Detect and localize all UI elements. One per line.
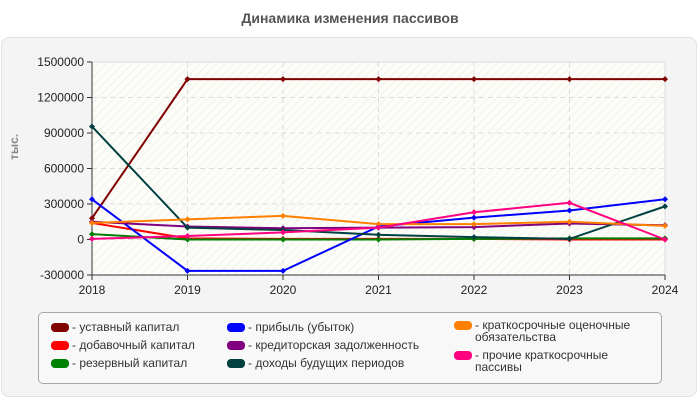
data-point-marker[interactable] [184, 236, 191, 243]
y-tick-label: 1200000 [37, 91, 84, 105]
chart-title: Динамика изменения пассивов [241, 10, 459, 26]
y-tick-label: 300000 [44, 197, 84, 211]
series-line[interactable] [89, 199, 668, 243]
data-point-marker[interactable] [566, 76, 573, 83]
legend-swatch [51, 359, 69, 368]
data-point-marker[interactable] [566, 207, 573, 214]
x-tick-label: 2023 [556, 283, 583, 297]
legend-item-profit-loss[interactable]: - прибыль (убыток) [227, 321, 354, 333]
y-axis-label: тыс. [7, 133, 21, 160]
legend-item-reserve-capital[interactable]: - резервный капитал [51, 357, 187, 369]
y-tick-label: 0 [77, 233, 84, 247]
x-tick-label: 2019 [174, 283, 201, 297]
data-point-marker[interactable] [662, 222, 668, 229]
data-point-marker[interactable] [89, 231, 95, 238]
legend-item-estimated-liabilities[interactable]: - краткосрочные оценочные обязательства [454, 319, 630, 343]
data-point-marker[interactable] [184, 224, 191, 231]
legend: - уставный капитал - добавочный капитал … [38, 312, 662, 384]
legend-item-authorized-capital[interactable]: - уставный капитал [51, 321, 179, 333]
series-line[interactable] [89, 123, 668, 242]
data-point-marker[interactable] [375, 221, 382, 228]
data-point-marker[interactable] [280, 212, 286, 219]
data-point-marker[interactable] [89, 123, 95, 130]
y-tick-label: 600000 [44, 162, 84, 176]
data-point-marker[interactable] [471, 234, 477, 241]
data-point-marker[interactable] [184, 232, 191, 239]
data-point-marker[interactable] [375, 76, 382, 83]
legend-item-deferred-income[interactable]: - доходы будущих периодов [227, 357, 404, 369]
data-point-marker[interactable] [375, 231, 382, 238]
x-tick-label: 2021 [365, 283, 392, 297]
data-point-marker[interactable] [184, 76, 191, 83]
legend-swatch [454, 351, 472, 360]
data-point-marker[interactable] [662, 76, 668, 83]
data-point-marker[interactable] [375, 224, 382, 231]
series-line[interactable] [89, 212, 668, 229]
data-point-marker[interactable] [471, 209, 477, 216]
data-point-marker[interactable] [280, 76, 286, 83]
legend-swatch [227, 359, 245, 368]
data-point-marker[interactable] [280, 229, 286, 236]
data-point-marker[interactable] [280, 236, 286, 243]
data-point-marker[interactable] [566, 218, 573, 225]
legend-swatch [51, 341, 69, 350]
legend-swatch [227, 323, 245, 332]
legend-swatch [227, 341, 245, 350]
x-tick-label: 2018 [79, 283, 106, 297]
data-point-marker[interactable] [471, 221, 477, 228]
y-tick-label: -300000 [40, 268, 84, 282]
y-tick-label: 1500000 [37, 55, 84, 69]
plot-area: 1500000 1200000 900000 600000 300000 0 -300000… [37, 55, 679, 297]
data-point-marker[interactable] [471, 76, 477, 83]
data-point-marker[interactable] [89, 235, 95, 242]
x-tick-label: 2022 [461, 283, 488, 297]
legend-item-additional-capital[interactable]: - добавочный капитал [51, 339, 195, 351]
data-point-marker[interactable] [280, 267, 286, 274]
legend-item-accounts-payable[interactable]: - кредиторская задолженность [227, 339, 419, 351]
data-point-marker[interactable] [89, 196, 95, 203]
data-point-marker[interactable] [184, 216, 191, 223]
data-point-marker[interactable] [89, 215, 95, 222]
data-point-marker[interactable] [375, 236, 382, 243]
y-tick-label: 900000 [44, 126, 84, 140]
data-point-marker[interactable] [566, 199, 573, 206]
data-point-marker[interactable] [566, 235, 573, 242]
data-point-marker[interactable] [662, 196, 668, 203]
legend-swatch [51, 323, 69, 332]
legend-swatch [454, 321, 472, 330]
x-tick-label: 2024 [652, 283, 679, 297]
data-point-marker[interactable] [471, 214, 477, 221]
data-point-marker[interactable] [184, 267, 191, 274]
data-point-marker[interactable] [89, 219, 95, 226]
legend-item-other-short-term[interactable]: - прочие краткосрочные пассивы [454, 349, 608, 373]
x-tick-label: 2020 [270, 283, 297, 297]
data-point-marker[interactable] [662, 236, 668, 243]
series-line[interactable] [89, 76, 668, 222]
data-point-marker[interactable] [662, 203, 668, 210]
